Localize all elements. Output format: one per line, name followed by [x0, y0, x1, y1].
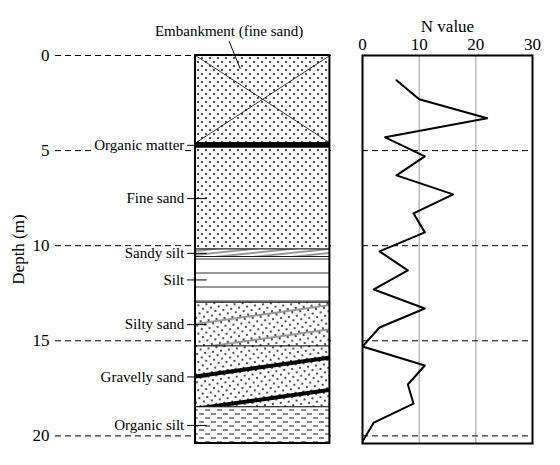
svg-text:0: 0: [41, 46, 50, 65]
svg-text:Silt: Silt: [163, 272, 185, 288]
svg-text:Embankment (fine sand): Embankment (fine sand): [155, 23, 303, 40]
svg-text:30: 30: [524, 35, 541, 54]
svg-text:20: 20: [467, 35, 484, 54]
svg-text:Depth (m): Depth (m): [9, 214, 28, 284]
svg-text:Silty sand: Silty sand: [125, 316, 185, 332]
svg-text:Fine sand: Fine sand: [126, 190, 184, 206]
svg-text:N value: N value: [421, 17, 474, 36]
svg-text:Organic silt: Organic silt: [114, 417, 185, 433]
svg-text:Organic matter: Organic matter: [94, 137, 184, 153]
svg-text:15: 15: [33, 331, 50, 350]
svg-text:Sandy silt: Sandy silt: [125, 245, 185, 261]
svg-text:10: 10: [411, 35, 428, 54]
svg-text:Gravelly sand: Gravelly sand: [101, 369, 185, 385]
svg-text:0: 0: [358, 35, 367, 54]
svg-text:20: 20: [33, 426, 50, 445]
svg-text:10: 10: [33, 236, 50, 255]
svg-text:5: 5: [41, 141, 50, 160]
